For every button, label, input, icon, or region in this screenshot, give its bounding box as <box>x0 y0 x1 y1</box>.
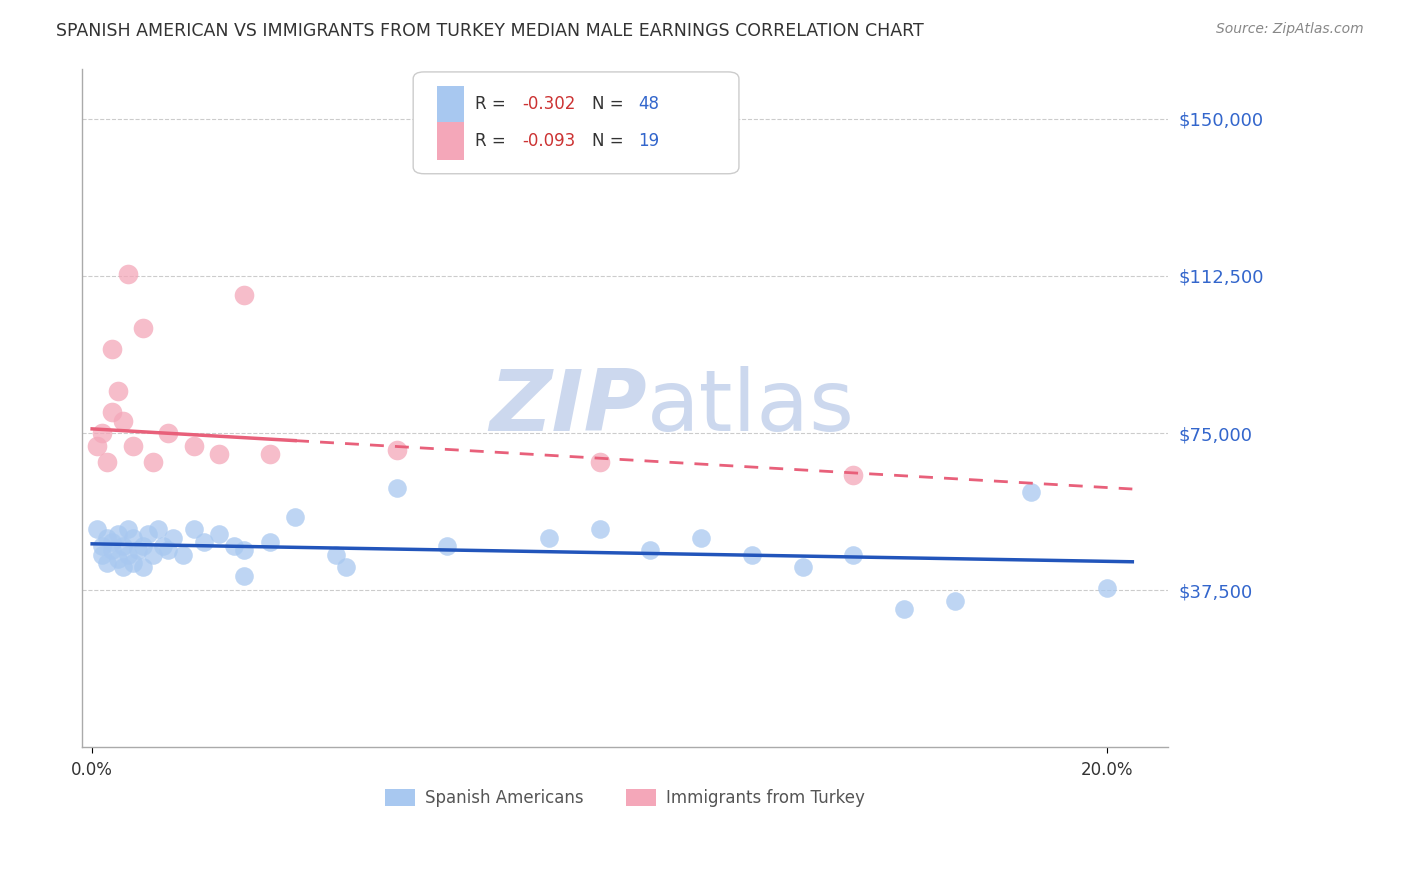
Point <box>107 526 129 541</box>
Text: 48: 48 <box>638 95 659 113</box>
FancyBboxPatch shape <box>437 122 464 160</box>
Point <box>943 593 966 607</box>
Point <box>91 426 114 441</box>
Point <box>157 426 180 441</box>
Point <box>588 523 610 537</box>
Point <box>101 343 124 357</box>
Point <box>111 413 134 427</box>
Point <box>224 539 246 553</box>
Point <box>157 543 180 558</box>
Point <box>132 560 155 574</box>
Point <box>259 447 281 461</box>
Point <box>335 560 357 574</box>
Point <box>96 556 118 570</box>
Point <box>640 543 662 558</box>
FancyBboxPatch shape <box>413 72 740 174</box>
Text: N =: N = <box>592 95 630 113</box>
Point <box>893 602 915 616</box>
Point <box>132 539 155 553</box>
Text: R =: R = <box>475 132 510 150</box>
Point <box>193 535 215 549</box>
Point <box>91 548 114 562</box>
Point <box>208 447 231 461</box>
Point <box>1095 581 1118 595</box>
Point <box>325 548 347 562</box>
Text: -0.302: -0.302 <box>522 95 575 113</box>
Point <box>86 439 108 453</box>
Text: Source: ZipAtlas.com: Source: ZipAtlas.com <box>1216 22 1364 37</box>
Text: SPANISH AMERICAN VS IMMIGRANTS FROM TURKEY MEDIAN MALE EARNINGS CORRELATION CHAR: SPANISH AMERICAN VS IMMIGRANTS FROM TURK… <box>56 22 924 40</box>
Point <box>741 548 763 562</box>
Point <box>385 481 408 495</box>
Point <box>162 531 184 545</box>
Point <box>96 531 118 545</box>
Point <box>1019 484 1042 499</box>
Point <box>121 439 143 453</box>
Point <box>117 523 139 537</box>
Point <box>436 539 458 553</box>
Point <box>101 543 124 558</box>
Point <box>127 543 149 558</box>
Text: atlas: atlas <box>647 367 855 450</box>
Point <box>111 560 134 574</box>
Text: R =: R = <box>475 95 510 113</box>
Point <box>588 455 610 469</box>
Point <box>121 531 143 545</box>
Point <box>172 548 194 562</box>
Point <box>96 455 118 469</box>
Point <box>385 442 408 457</box>
Point <box>208 526 231 541</box>
Point <box>690 531 713 545</box>
Point <box>183 439 205 453</box>
Point <box>117 548 139 562</box>
Point <box>233 568 256 582</box>
Text: ZIP: ZIP <box>489 367 647 450</box>
Point <box>107 384 129 399</box>
Point <box>233 543 256 558</box>
Point <box>142 548 165 562</box>
Point <box>259 535 281 549</box>
Point <box>152 539 174 553</box>
Point <box>121 556 143 570</box>
Text: N =: N = <box>592 132 630 150</box>
Point <box>107 551 129 566</box>
Point <box>842 548 865 562</box>
Point <box>111 539 134 553</box>
Text: -0.093: -0.093 <box>522 132 575 150</box>
Legend: Spanish Americans, Immigrants from Turkey: Spanish Americans, Immigrants from Turke… <box>378 782 872 814</box>
Point <box>91 539 114 553</box>
Text: 19: 19 <box>638 132 659 150</box>
Point <box>132 321 155 335</box>
Point <box>842 467 865 482</box>
Point <box>101 405 124 419</box>
Point <box>146 523 169 537</box>
Point <box>537 531 560 545</box>
Point <box>136 526 159 541</box>
Point <box>792 560 814 574</box>
Point <box>233 287 256 301</box>
Point <box>183 523 205 537</box>
Point <box>284 509 307 524</box>
Point <box>86 523 108 537</box>
Point <box>142 455 165 469</box>
FancyBboxPatch shape <box>437 86 464 123</box>
Point <box>117 267 139 281</box>
Point <box>101 535 124 549</box>
